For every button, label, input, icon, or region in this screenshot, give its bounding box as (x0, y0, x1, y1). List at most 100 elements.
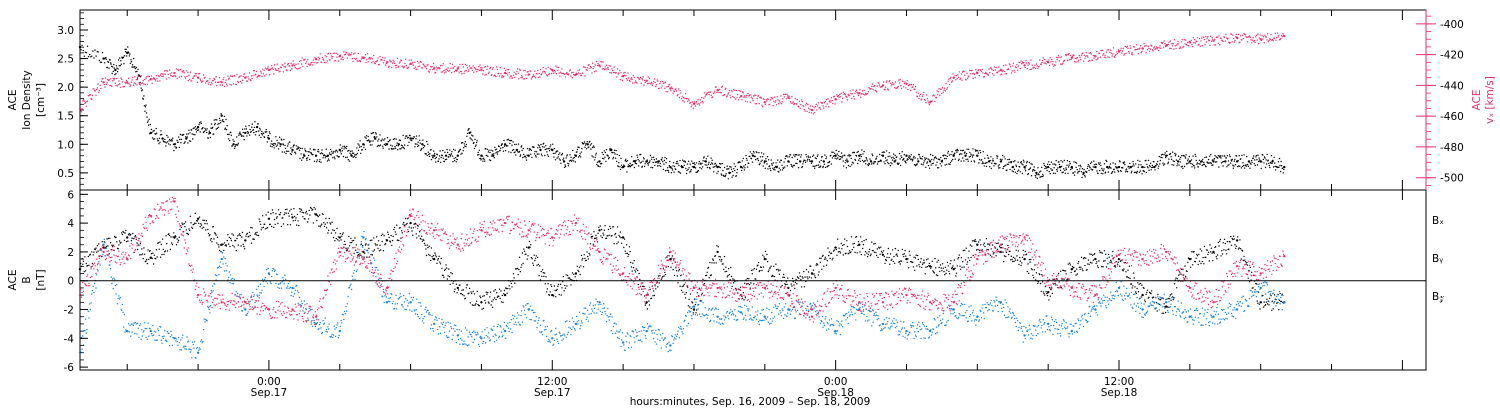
b-s0-texture-dot (576, 265, 578, 267)
vx-s0-texture-dot (774, 101, 776, 103)
density-s0-texture-dot (404, 137, 406, 139)
vx-s0-texture-dot (1073, 54, 1075, 57)
b-s0-texture-dot (447, 275, 449, 277)
density-s0-texture-dot (241, 135, 243, 137)
density-s0-texture-dot (556, 157, 558, 159)
density-s0-texture-dot (789, 154, 792, 156)
density-s0-point-69 (905, 154, 908, 157)
b-s0-texture-dot (137, 244, 139, 246)
density-s0-texture-dot (220, 113, 222, 115)
density-s0-texture-dot (159, 134, 162, 136)
vx-s0-texture-dot (814, 105, 817, 108)
vx-s0-texture-dot (1169, 40, 1172, 42)
density-s0-texture-dot (709, 168, 711, 170)
b-s0-texture-dot (223, 242, 226, 244)
density-s0-texture-dot (359, 140, 361, 142)
density-s0-texture-dot (1067, 166, 1070, 168)
density-s0-texture-dot (1075, 166, 1077, 169)
density-s0-texture-dot (700, 168, 703, 170)
vx-s0-texture-dot (1155, 46, 1158, 48)
b-s0-texture-dot (633, 259, 635, 262)
vx-s0-texture-dot (273, 64, 276, 66)
density-s0-texture-dot (1027, 173, 1030, 175)
b-s0-texture-dot (312, 208, 314, 211)
density-s0-texture-dot (762, 165, 764, 167)
vx-s0-texture-dot (629, 80, 631, 83)
vx-s0-texture-dot (282, 64, 284, 66)
b-s0-texture-dot (584, 257, 586, 260)
vx-s0-texture-dot (660, 87, 662, 89)
density-s0-texture-dot (626, 171, 628, 173)
b-s0-texture-dot (601, 236, 603, 239)
b-s0-texture-dot (329, 222, 331, 224)
b-s0-texture-dot (437, 258, 440, 260)
vx-s0-texture-dot (165, 70, 167, 72)
vx-s0-texture-dot (897, 85, 899, 88)
vx-s0-texture-dot (1007, 68, 1010, 70)
b-s0-texture-dot (676, 275, 678, 277)
vx-s0-texture-dot (823, 107, 825, 109)
b-s0-texture-dot (376, 244, 378, 246)
b-s0-texture-dot (349, 242, 351, 244)
vx-s0-texture-dot (728, 89, 731, 92)
density-s0-texture-dot (939, 159, 941, 161)
density-s0-texture-dot (825, 157, 827, 160)
b-s0-texture-dot (582, 266, 585, 268)
density-s0-texture-dot (494, 149, 497, 151)
density-s0-texture-dot (168, 138, 171, 141)
density-s0-texture-dot (449, 155, 451, 157)
vx-s0-texture-dot (642, 76, 644, 78)
vx-s0-texture-dot (823, 102, 826, 104)
vx-s0-texture-dot (696, 103, 699, 105)
b-s0-texture-dot (193, 222, 196, 224)
vx-s0-texture-dot (446, 68, 448, 70)
vx-s0-texture-dot (656, 79, 658, 81)
vx-s0-texture-dot (545, 68, 547, 70)
vx-s0-texture-dot (919, 95, 921, 97)
vx-s0-texture-dot (732, 88, 735, 91)
vx-s0-texture-dot (557, 66, 560, 69)
density-s0-texture-dot (467, 129, 469, 131)
density-s0-texture-dot (187, 142, 189, 144)
density-s0-texture-dot (347, 150, 349, 152)
density-s0-texture-dot (372, 132, 375, 134)
b-s0-texture-dot (592, 243, 594, 245)
density-s0-texture-dot (903, 157, 905, 160)
b-s0-texture-dot (661, 277, 663, 279)
density-s0-texture-dot (1001, 158, 1003, 161)
b-s0-texture-dot (440, 257, 442, 260)
b-s0-texture-dot (668, 255, 670, 257)
vx-s0-texture-dot (721, 85, 724, 88)
density-s0-texture-dot (870, 163, 873, 165)
vx-s0-texture-dot (830, 97, 833, 99)
vx-s0-texture-dot (974, 76, 976, 79)
vx-s0-texture-dot (1162, 42, 1164, 44)
density-s0-texture-dot (769, 167, 771, 170)
vx-s0-texture-dot (398, 62, 401, 64)
density-s0-texture-dot (548, 147, 550, 150)
b-s0-texture-dot (462, 289, 465, 291)
vx-s0-texture-dot (120, 77, 122, 79)
density-s0-texture-dot (1158, 165, 1160, 167)
density-s0-point-88 (1129, 165, 1133, 169)
density-s0-texture-dot (1247, 164, 1249, 166)
density-s0-texture-dot (687, 168, 689, 171)
b-s0-texture-dot (599, 225, 601, 227)
density-s0-texture-dot (299, 147, 302, 150)
density-s0-texture-dot (1159, 163, 1161, 165)
b-s0-texture-dot (536, 264, 538, 266)
density-s0-texture-dot (998, 164, 1000, 166)
vx-s0-texture-dot (437, 67, 440, 70)
density-s0-texture-dot (969, 155, 972, 158)
density-s0-texture-dot (218, 122, 220, 125)
vx-s0-texture-dot (236, 73, 238, 76)
density-s0-texture-dot (440, 156, 442, 159)
vx-s0-texture-dot (1092, 55, 1095, 57)
density-s0-texture-dot (128, 52, 130, 54)
density-s0-texture-dot (559, 152, 561, 154)
vx-s0-point-20 (551, 68, 554, 72)
density-s0-texture-dot (1160, 154, 1163, 156)
density-s0-texture-dot (129, 62, 132, 64)
b-s0-texture-dot (569, 278, 571, 281)
top-panel-points (78, 32, 1286, 180)
